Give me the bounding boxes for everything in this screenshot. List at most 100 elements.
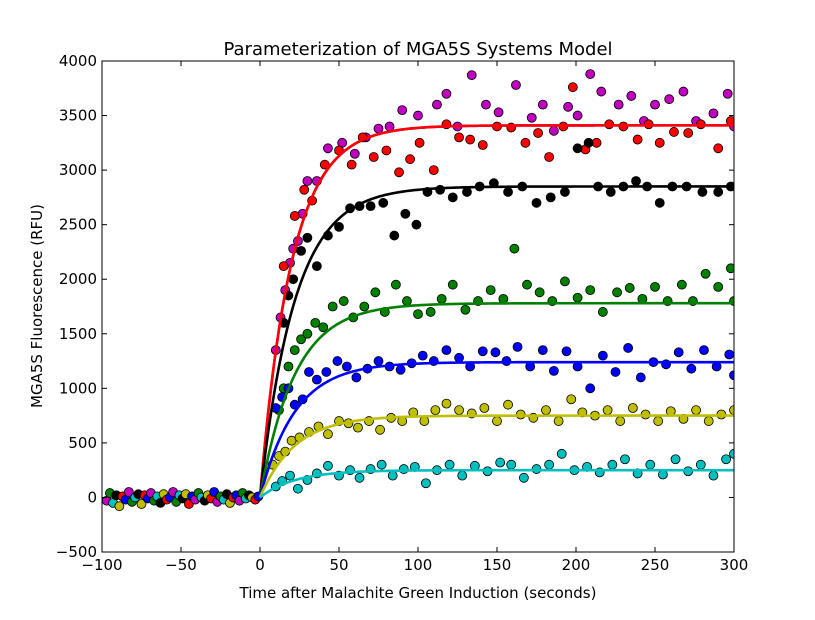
series-5-fit-line [258, 414, 734, 498]
x-tick-label: −50 [165, 556, 197, 574]
data-point [566, 394, 577, 405]
data-point [465, 134, 476, 145]
data-point [381, 145, 392, 156]
data-point [302, 328, 313, 339]
series-5-points [267, 394, 734, 470]
data-point [288, 274, 299, 285]
baseline-point [123, 487, 134, 497]
data-point [477, 140, 488, 150]
data-point [387, 470, 398, 481]
data-point [553, 416, 564, 426]
data-point [605, 187, 616, 197]
data-point [724, 349, 734, 360]
data-point [683, 128, 694, 138]
data-point [697, 187, 708, 197]
data-point [585, 69, 596, 79]
data-point [654, 197, 665, 208]
data-point [384, 121, 395, 132]
data-point [319, 159, 330, 170]
data-point [441, 88, 452, 99]
data-point [400, 208, 411, 219]
data-point [572, 143, 583, 154]
data-point [435, 184, 446, 195]
data-point [318, 322, 329, 333]
series-3-fit-line [258, 301, 734, 498]
series-1-fit-line [258, 124, 734, 498]
data-point [509, 243, 520, 254]
data-point [583, 137, 594, 148]
data-point [293, 483, 303, 494]
data-point [373, 356, 384, 366]
data-point [615, 416, 626, 426]
data-point [395, 364, 406, 375]
data-point [373, 123, 384, 134]
data-point [405, 154, 416, 165]
data-point [321, 367, 332, 377]
data-point [729, 448, 734, 459]
data-point [729, 405, 734, 416]
y-tick-label: 2000 [59, 270, 97, 288]
data-point [278, 261, 289, 272]
data-point [722, 88, 733, 99]
data-point [700, 268, 711, 279]
series-6-points [270, 448, 734, 494]
data-point [699, 345, 709, 356]
data-point [299, 184, 310, 195]
data-point [477, 346, 488, 357]
series-6-fit-line [259, 468, 734, 499]
data-point [669, 127, 679, 137]
data-point [670, 454, 681, 465]
data-point [623, 343, 634, 353]
data-point [466, 70, 477, 81]
series-layer [102, 69, 734, 512]
data-point [518, 472, 529, 483]
data-point [283, 361, 294, 372]
data-point [522, 279, 532, 290]
data-point [703, 416, 714, 426]
data-point [419, 416, 430, 426]
data-point [332, 356, 343, 366]
data-point [708, 108, 719, 119]
baseline-point [136, 499, 147, 509]
data-point [512, 341, 523, 352]
data-point [454, 405, 464, 416]
data-point [531, 197, 542, 208]
x-tick-label: 50 [329, 556, 348, 574]
data-point [302, 176, 313, 186]
data-point [620, 454, 630, 465]
data-point [567, 82, 578, 93]
data-point [626, 91, 637, 101]
x-tick-label: 300 [720, 556, 749, 574]
data-point [560, 276, 570, 287]
data-point [302, 232, 313, 243]
data-point [323, 429, 333, 440]
data-point [503, 187, 513, 197]
data-point [597, 350, 608, 361]
data-point [729, 370, 734, 381]
data-point [413, 110, 423, 121]
x-tick-label: 100 [404, 556, 433, 574]
data-point [296, 245, 306, 256]
data-point [721, 454, 731, 465]
y-tick-label: 3000 [59, 161, 97, 179]
data-point [402, 296, 412, 306]
data-point [411, 219, 422, 230]
data-point [560, 187, 570, 197]
data-point [548, 365, 559, 376]
x-tick-label: −100 [81, 556, 122, 574]
data-point [398, 464, 409, 474]
data-point [585, 383, 596, 394]
data-point [460, 304, 471, 315]
data-point [394, 167, 404, 178]
data-point [359, 301, 370, 312]
data-point [597, 307, 608, 317]
data-point [654, 137, 665, 148]
y-tick-label: 3500 [59, 107, 97, 125]
data-point [673, 347, 684, 358]
data-point [548, 125, 559, 136]
data-point [695, 459, 706, 470]
data-point [378, 197, 389, 208]
data-point [495, 457, 506, 468]
data-point [563, 101, 573, 112]
